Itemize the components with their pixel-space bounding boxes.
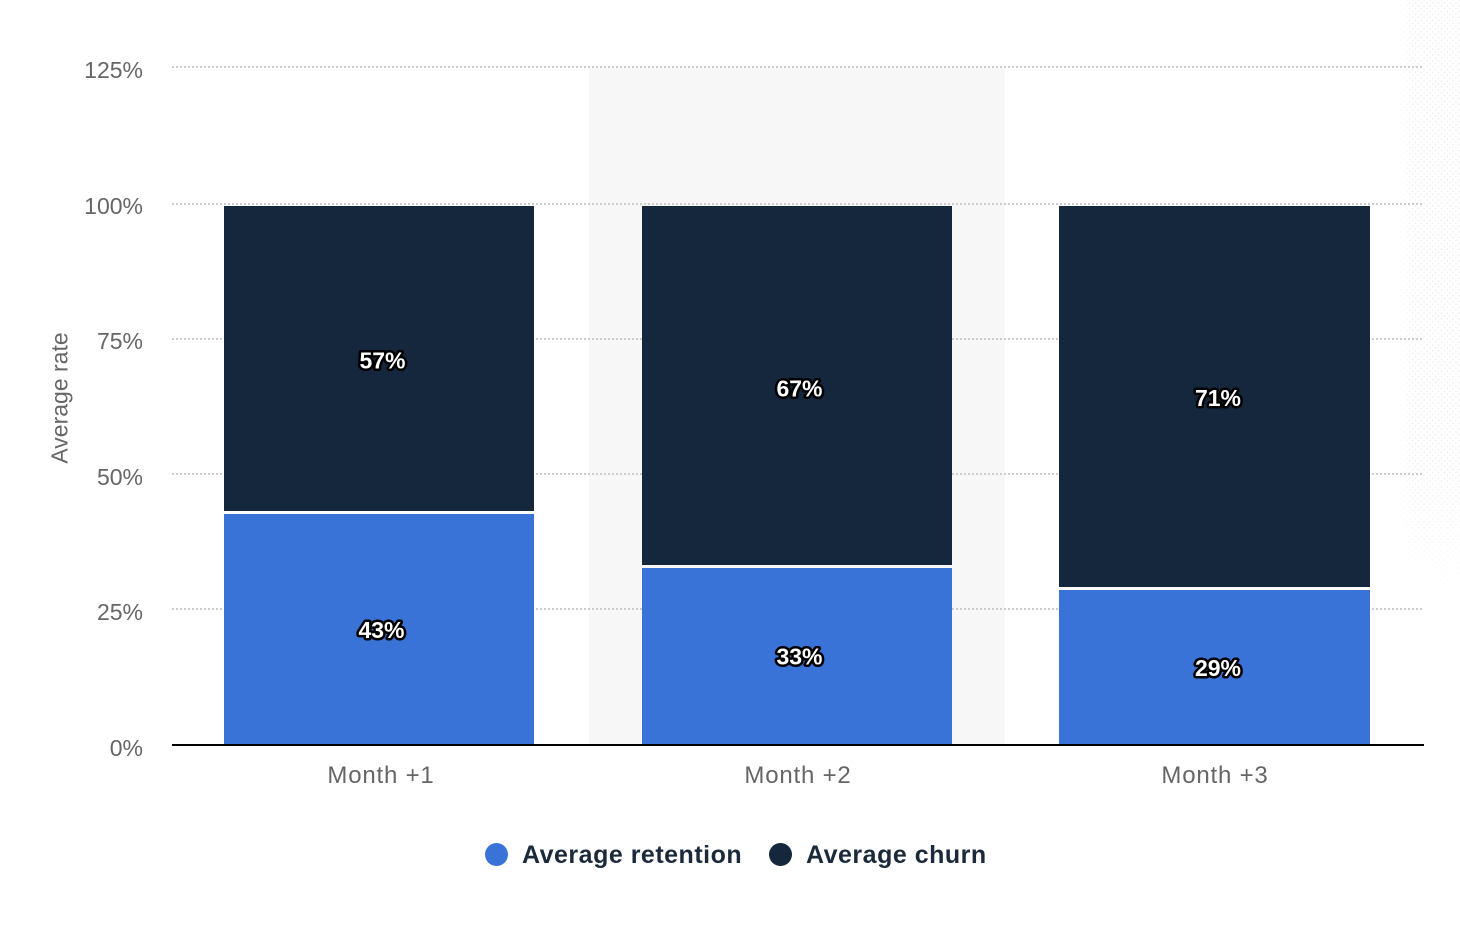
svg-text:29%: 29%: [1195, 655, 1241, 681]
svg-text:57%: 57%: [359, 348, 405, 374]
svg-text:67%: 67%: [776, 376, 822, 402]
svg-text:71%: 71%: [1195, 385, 1241, 411]
svg-text:33%: 33%: [776, 644, 822, 670]
svg-text:43%: 43%: [358, 617, 404, 643]
